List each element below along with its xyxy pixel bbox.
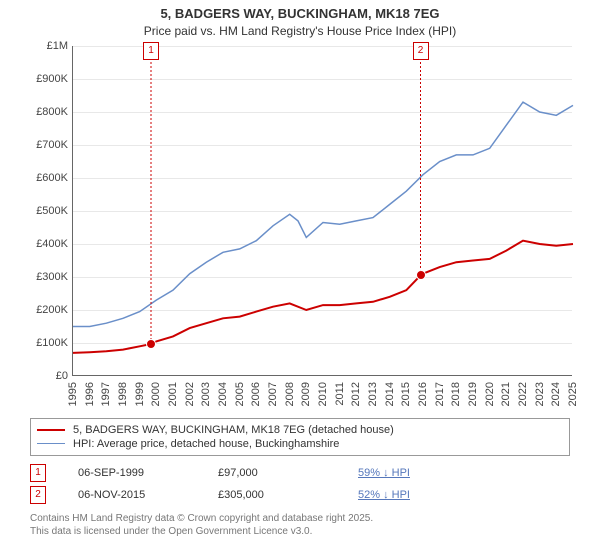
row-date: 06-SEP-1999 bbox=[78, 467, 218, 479]
legend: 5, BADGERS WAY, BUCKINGHAM, MK18 7EG (de… bbox=[30, 418, 570, 456]
x-axis-label: 2014 bbox=[384, 382, 396, 406]
x-axis-label: 2004 bbox=[217, 382, 229, 406]
x-axis-label: 2019 bbox=[467, 382, 479, 406]
x-axis-label: 2023 bbox=[534, 382, 546, 406]
x-axis-label: 2012 bbox=[350, 382, 362, 406]
x-axis-label: 2006 bbox=[250, 382, 262, 406]
row-delta[interactable]: 59% ↓ HPI bbox=[358, 467, 498, 479]
x-axis-label: 2017 bbox=[434, 382, 446, 406]
x-axis-label: 2003 bbox=[200, 382, 212, 406]
y-axis-label: £200K bbox=[20, 304, 68, 316]
row-price: £97,000 bbox=[218, 467, 358, 479]
x-axis-label: 2002 bbox=[184, 382, 196, 406]
y-axis-label: £1M bbox=[20, 40, 68, 52]
x-axis-label: 1998 bbox=[117, 382, 129, 406]
row-marker: 1 bbox=[30, 464, 46, 482]
footer-line1: Contains HM Land Registry data © Crown c… bbox=[30, 512, 570, 525]
marker-dot bbox=[146, 339, 156, 349]
y-axis-label: £600K bbox=[20, 172, 68, 184]
y-axis-label: £900K bbox=[20, 73, 68, 85]
x-axis-label: 2010 bbox=[317, 382, 329, 406]
x-axis-label: 2015 bbox=[400, 382, 412, 406]
x-axis-label: 2024 bbox=[550, 382, 562, 406]
legend-label: 5, BADGERS WAY, BUCKINGHAM, MK18 7EG (de… bbox=[73, 424, 394, 436]
legend-row: HPI: Average price, detached house, Buck… bbox=[37, 437, 563, 451]
x-axis-label: 2025 bbox=[567, 382, 579, 406]
y-axis-label: £800K bbox=[20, 106, 68, 118]
x-axis-label: 2001 bbox=[167, 382, 179, 406]
table-row: 2 06-NOV-2015£305,00052% ↓ HPI bbox=[30, 484, 570, 506]
footer-line2: This data is licensed under the Open Gov… bbox=[30, 525, 570, 538]
chart-title-line1: 5, BADGERS WAY, BUCKINGHAM, MK18 7EG bbox=[0, 0, 600, 23]
x-axis-label: 1996 bbox=[84, 382, 96, 406]
chart-wrap: £0 £100K £200K £300K £400K £500K £600K £700K £80… bbox=[20, 46, 580, 416]
row-date: 06-NOV-2015 bbox=[78, 489, 218, 501]
x-axis-label: 1997 bbox=[100, 382, 112, 406]
x-axis-label: 2018 bbox=[450, 382, 462, 406]
x-axis-label: 2013 bbox=[367, 382, 379, 406]
chart-container: 5, BADGERS WAY, BUCKINGHAM, MK18 7EG Pri… bbox=[0, 0, 600, 560]
legend-label: HPI: Average price, detached house, Buck… bbox=[73, 438, 339, 450]
x-axis-label: 2021 bbox=[500, 382, 512, 406]
marker-box: 2 bbox=[413, 42, 429, 60]
series-hpi bbox=[73, 102, 573, 326]
plot-area: 12 bbox=[72, 46, 572, 376]
row-delta[interactable]: 52% ↓ HPI bbox=[358, 489, 498, 501]
y-axis-label: £700K bbox=[20, 139, 68, 151]
marker-dot bbox=[416, 270, 426, 280]
x-axis-label: 2007 bbox=[267, 382, 279, 406]
y-axis-label: £500K bbox=[20, 205, 68, 217]
data-table: 1 06-SEP-1999£97,00059% ↓ HPI 2 06-NOV-2015… bbox=[30, 462, 570, 506]
footer: Contains HM Land Registry data © Crown c… bbox=[30, 512, 570, 538]
x-axis-label: 1995 bbox=[67, 382, 79, 406]
y-axis-label: £0 bbox=[20, 370, 68, 382]
y-axis-label: £300K bbox=[20, 271, 68, 283]
x-axis-label: 2011 bbox=[334, 382, 346, 406]
x-axis-label: 2022 bbox=[517, 382, 529, 406]
y-axis-label: £100K bbox=[20, 337, 68, 349]
marker-box: 1 bbox=[143, 42, 159, 60]
legend-swatch bbox=[37, 443, 65, 444]
x-axis-label: 2020 bbox=[484, 382, 496, 406]
table-row: 1 06-SEP-1999£97,00059% ↓ HPI bbox=[30, 462, 570, 484]
x-axis-label: 2000 bbox=[150, 382, 162, 406]
chart-title-line2: Price paid vs. HM Land Registry's House … bbox=[0, 24, 600, 38]
legend-row: 5, BADGERS WAY, BUCKINGHAM, MK18 7EG (de… bbox=[37, 423, 563, 437]
x-axis-label: 2009 bbox=[300, 382, 312, 406]
x-axis-label: 2008 bbox=[284, 382, 296, 406]
row-price: £305,000 bbox=[218, 489, 358, 501]
x-axis-label: 2005 bbox=[234, 382, 246, 406]
chart-lines bbox=[73, 46, 572, 375]
legend-swatch bbox=[37, 429, 65, 431]
x-axis-label: 2016 bbox=[417, 382, 429, 406]
row-marker: 2 bbox=[30, 486, 46, 504]
x-axis-label: 1999 bbox=[134, 382, 146, 406]
y-axis-label: £400K bbox=[20, 238, 68, 250]
series-price_paid bbox=[73, 241, 573, 353]
